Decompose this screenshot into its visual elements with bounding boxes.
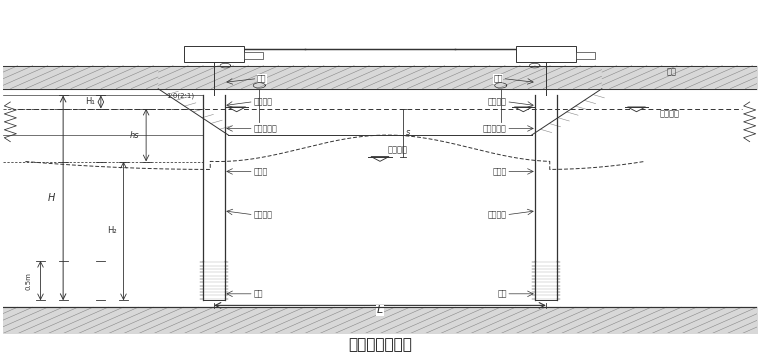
Text: 降水坡度: 降水坡度 bbox=[253, 210, 272, 219]
Text: 井点降水构造图: 井点降水构造图 bbox=[348, 337, 412, 352]
Text: 0.5m: 0.5m bbox=[25, 272, 31, 290]
Text: 场地: 场地 bbox=[667, 68, 676, 77]
Text: 底管: 底管 bbox=[497, 289, 507, 298]
Text: s: s bbox=[407, 128, 411, 137]
Bar bbox=[184, 46, 244, 62]
Text: 滤管: 滤管 bbox=[257, 74, 267, 83]
Polygon shape bbox=[227, 107, 245, 112]
Text: H₁: H₁ bbox=[84, 97, 94, 107]
Bar bbox=[576, 52, 595, 59]
Text: 黏土封孔: 黏土封孔 bbox=[253, 97, 272, 107]
Text: 进水孔: 进水孔 bbox=[492, 167, 507, 176]
Text: L: L bbox=[377, 306, 383, 315]
Bar bbox=[244, 52, 263, 59]
Text: 中粗砂填孔: 中粗砂填孔 bbox=[483, 124, 507, 133]
Bar bbox=[516, 46, 576, 62]
Text: H: H bbox=[48, 193, 55, 203]
Text: 1:0(2:1): 1:0(2:1) bbox=[166, 92, 194, 98]
Text: 地下水位: 地下水位 bbox=[659, 109, 679, 118]
Text: 进水孔: 进水孔 bbox=[253, 167, 268, 176]
Polygon shape bbox=[515, 107, 533, 112]
Text: 滤管: 滤管 bbox=[493, 74, 503, 83]
Text: hs: hs bbox=[130, 131, 140, 139]
Polygon shape bbox=[371, 156, 389, 161]
Polygon shape bbox=[628, 107, 645, 112]
Text: 底管: 底管 bbox=[253, 289, 263, 298]
Text: 黏土封孔: 黏土封孔 bbox=[488, 97, 507, 107]
Text: 地下水位: 地下水位 bbox=[388, 145, 407, 154]
Text: H₂: H₂ bbox=[107, 227, 117, 235]
Text: 中粗砂填孔: 中粗砂填孔 bbox=[253, 124, 277, 133]
Text: 降水坡度: 降水坡度 bbox=[488, 210, 507, 219]
